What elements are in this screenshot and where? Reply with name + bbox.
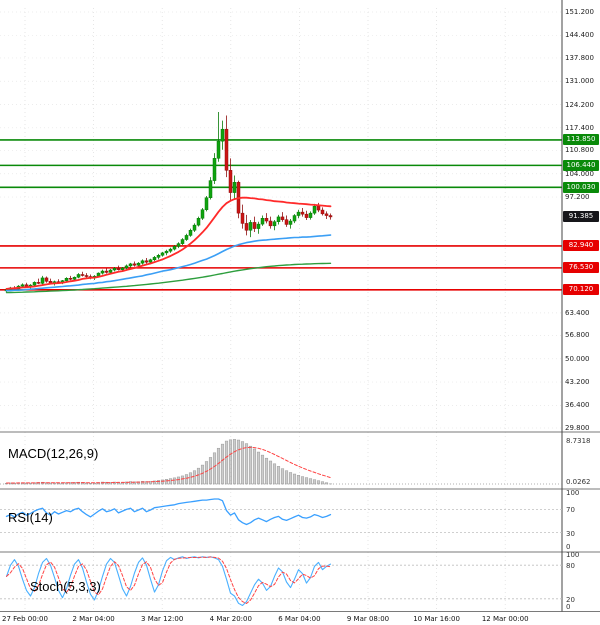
- trading-chart-screen: MACD(12,26,9) RSI(14) Stoch(5,3,3) 8.731…: [0, 0, 600, 625]
- chart-canvas[interactable]: [0, 0, 600, 625]
